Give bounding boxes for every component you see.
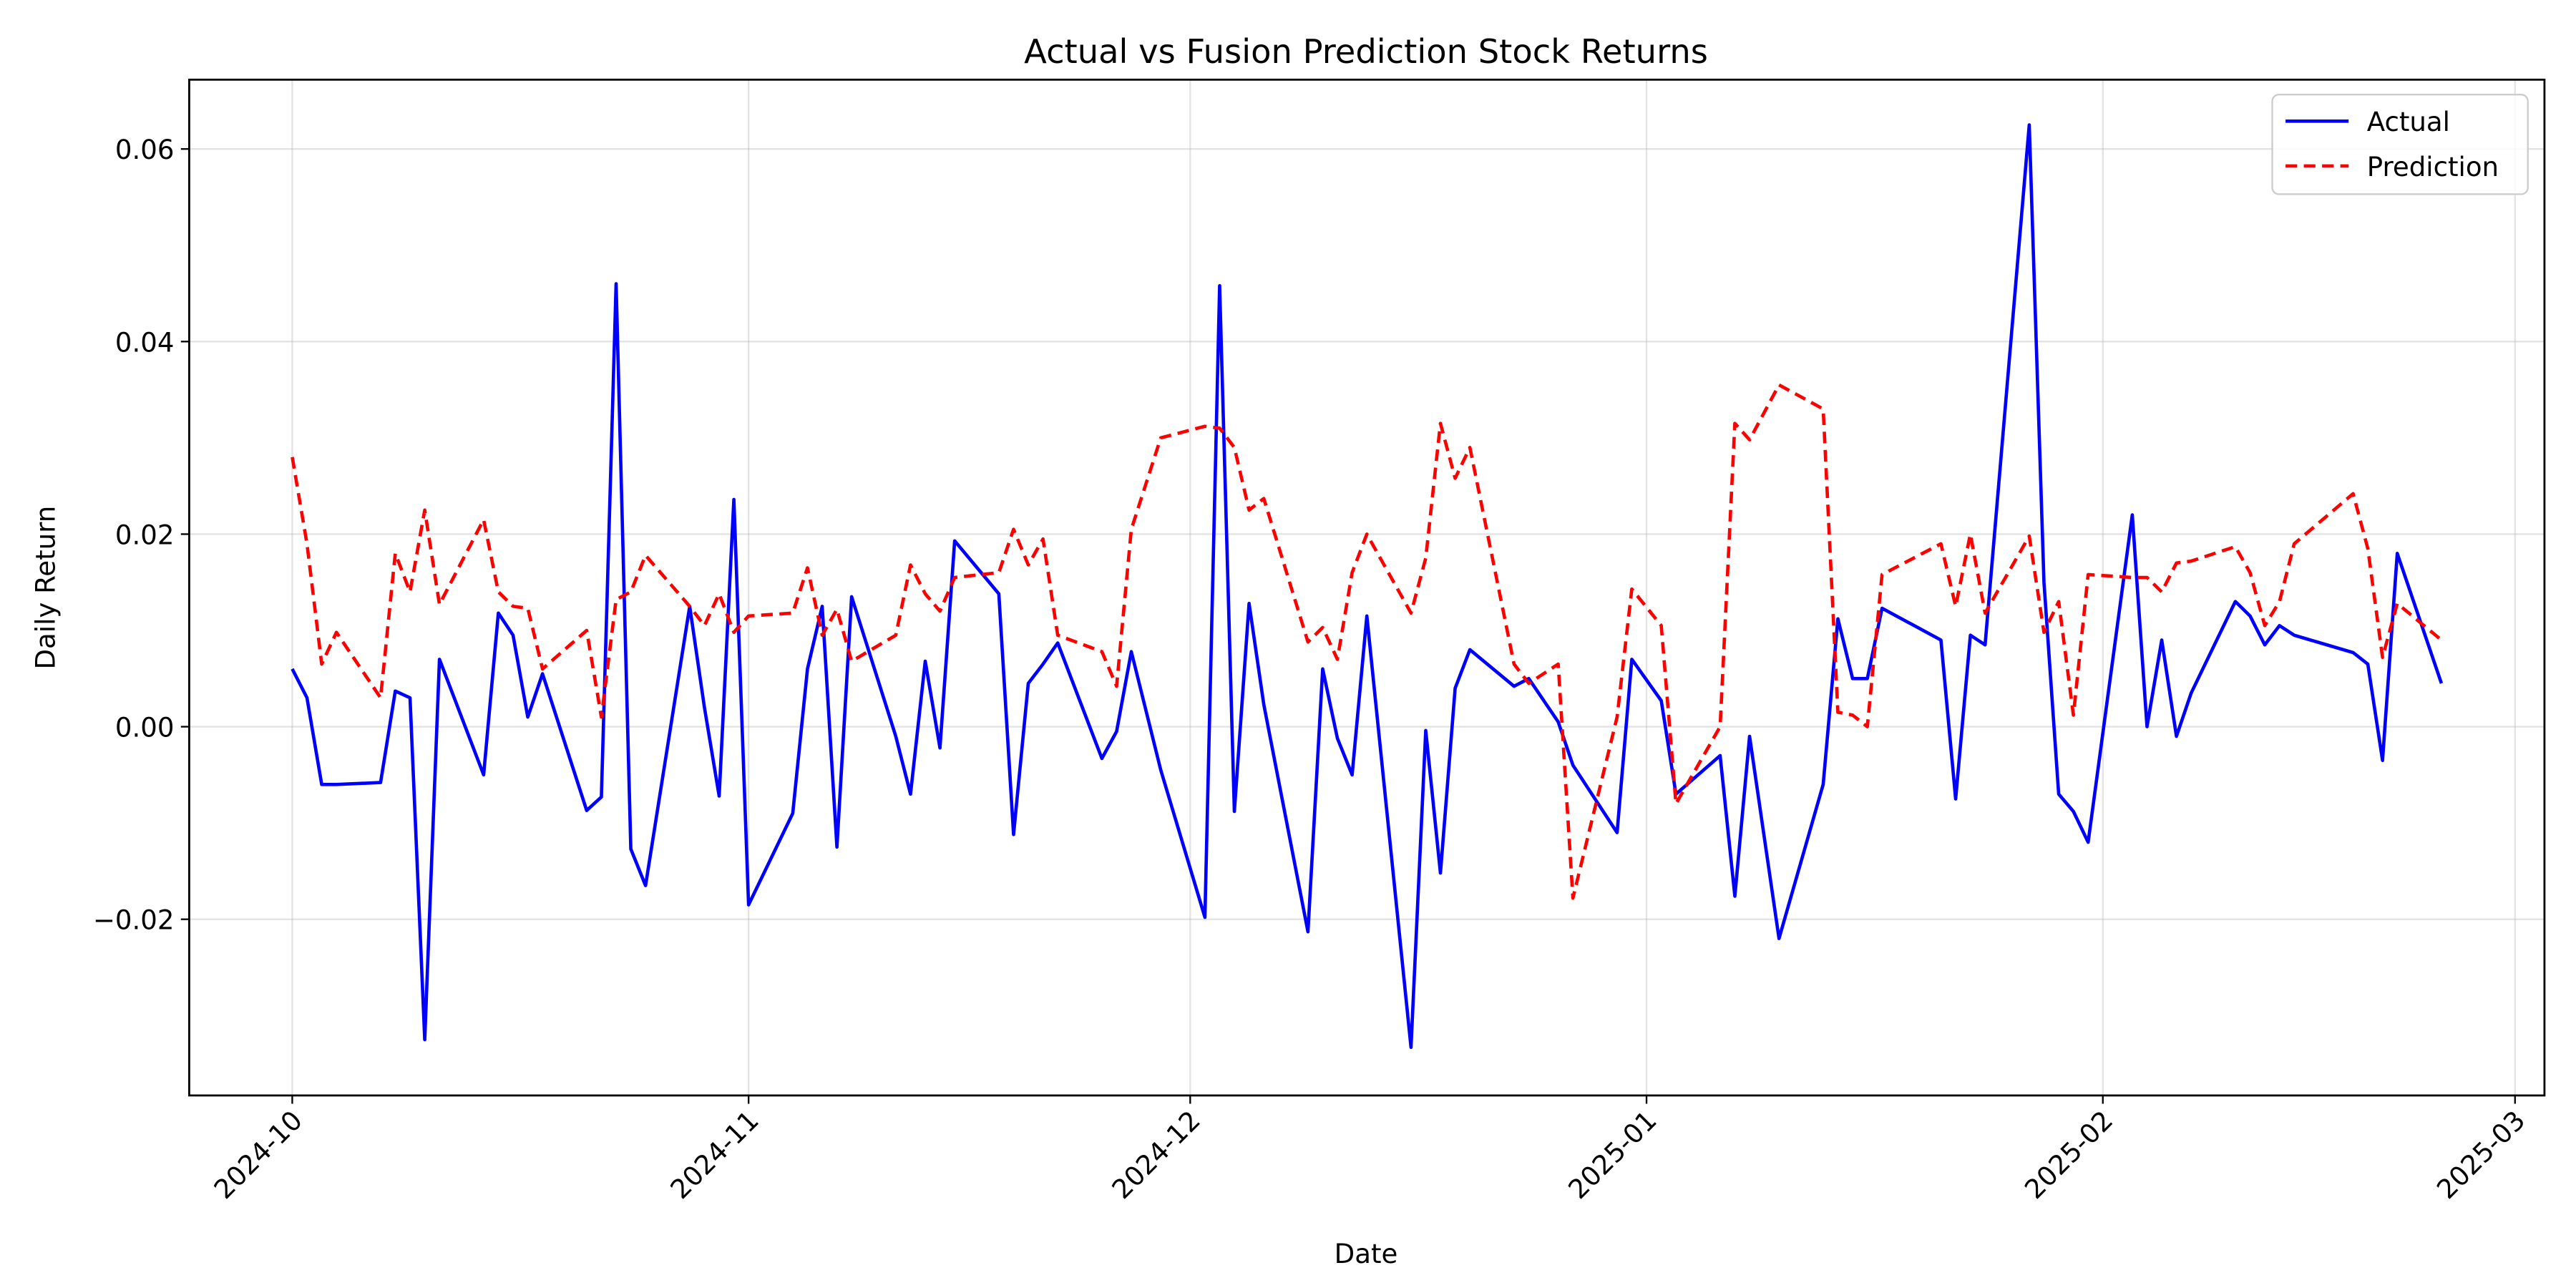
y-axis-label: Daily Return	[31, 506, 62, 670]
x-axis-label: Date	[1335, 1239, 1398, 1269]
series-line	[291, 123, 2444, 1049]
y-tick-label: 0.06	[115, 135, 175, 165]
legend-label: Actual	[2367, 107, 2450, 137]
y-tick-label: −0.02	[93, 905, 175, 936]
y-tick-label: 0.02	[115, 519, 175, 550]
chart-title: Actual vs Fusion Prediction Stock Return…	[1024, 32, 1708, 71]
y-tick-label: 0.00	[115, 712, 175, 743]
y-tick-label: 0.04	[115, 327, 175, 358]
legend-label: Prediction	[2367, 152, 2499, 182]
series-line	[291, 383, 2443, 900]
legend: Actual Prediction	[2271, 94, 2529, 195]
plot-frame	[188, 78, 2546, 1097]
